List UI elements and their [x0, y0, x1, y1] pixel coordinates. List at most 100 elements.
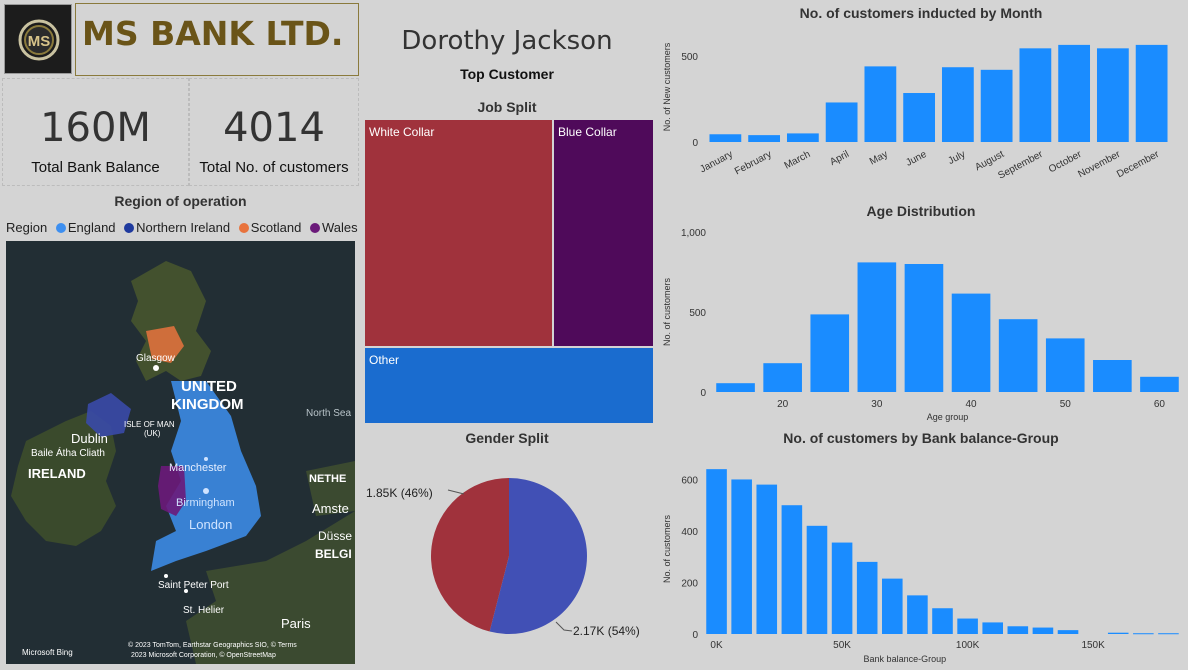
balance-xtick-1: 50K — [833, 640, 851, 651]
map-label-saint-peter: Saint Peter Port — [158, 580, 229, 591]
map-label-manchester: Manchester — [169, 462, 227, 474]
customers-value: 4014 — [223, 105, 325, 151]
balance-bar-70K — [881, 578, 903, 634]
monthly-ylabel: No. of New customers — [662, 42, 672, 131]
map-land-ireland — [11, 411, 116, 546]
age-bar-20 — [763, 363, 802, 392]
legend-northern-ireland[interactable]: Northern Ireland — [136, 220, 231, 235]
saint-peter-dot — [164, 574, 168, 578]
balance-bar-110K — [982, 622, 1004, 634]
top-customer-card[interactable]: Dorothy Jackson Top Customer — [360, 4, 654, 94]
balance-bar-120K — [1007, 626, 1029, 634]
region-map[interactable]: UNITED KINGDOM IRELAND Dublin Baile Átha… — [6, 241, 355, 664]
tile-blue-collar[interactable]: Blue Collar — [554, 120, 653, 346]
map-label-united: UNITED — [181, 378, 237, 395]
legend-dot-scotland — [238, 223, 249, 233]
tile-white-collar[interactable]: White Collar — [365, 120, 552, 346]
legend-england[interactable]: England — [67, 220, 116, 235]
monthly-xtick-april: April — [828, 149, 851, 168]
balance-chart[interactable]: 0 200 400 600 No. of customers 0K 50K 100K 150K B… — [656, 448, 1186, 668]
age-xtick-40: 40 — [965, 399, 977, 410]
kpi-total-balance[interactable]: 160M Total Bank Balance — [2, 78, 189, 186]
monthly-bar-january — [709, 134, 742, 142]
balance-bar-20K — [756, 484, 778, 634]
monthly-bar-november — [1096, 48, 1129, 142]
title-box: MS BANK LTD. — [75, 3, 359, 76]
map-label-london: London — [189, 517, 232, 532]
map-label-ireland: IRELAND — [28, 466, 86, 481]
job-split-panel: Job Split — [360, 96, 654, 424]
gender-panel: Gender Split — [360, 426, 654, 668]
tile-other-label: Other — [369, 353, 400, 367]
balance-bar-160K — [1107, 632, 1129, 634]
legend-scotland[interactable]: Scotland — [250, 220, 302, 235]
legend-dot-wales — [309, 223, 320, 233]
map-label-north-sea: North Sea — [306, 408, 351, 419]
age-bar-45 — [998, 319, 1038, 392]
tile-white-collar-label: White Collar — [369, 125, 435, 139]
age-xtick-60: 60 — [1154, 399, 1166, 410]
map-label-glasgow: Glasgow — [136, 353, 176, 364]
top-customer-name: Dorothy Jackson — [401, 26, 613, 56]
map-label-uk-abbr: (UK) — [144, 429, 161, 438]
age-bar-35 — [904, 264, 944, 392]
monthly-xtick-june: June — [904, 149, 929, 169]
balance-bar-40K — [806, 525, 828, 634]
age-bar-60 — [1140, 376, 1179, 392]
age-bar-55 — [1093, 360, 1132, 392]
balance-ytick-2: 400 — [681, 527, 698, 538]
age-bar-50 — [1045, 338, 1085, 392]
manchester-dot — [204, 457, 208, 461]
balance-ytick-1: 200 — [681, 578, 698, 589]
map-label-dublin: Dublin — [71, 431, 108, 446]
gender-title: Gender Split — [465, 430, 549, 446]
balance-bar-170K — [1133, 633, 1154, 635]
age-xtick-20: 20 — [777, 399, 789, 410]
balance-xtick-2: 100K — [956, 640, 980, 651]
map-legend: Region England Northern Ireland Scotland… — [6, 220, 358, 235]
bank-title: MS BANK LTD. — [82, 14, 344, 53]
kpi-total-customers[interactable]: 4014 Total No. of customers — [189, 78, 359, 186]
map-region-northern-ireland — [86, 393, 131, 437]
balance-bar-10K — [731, 479, 752, 634]
pie-slice-male — [489, 478, 587, 634]
monthly-xtick-july: July — [946, 149, 967, 167]
bank-logo: MS — [4, 4, 72, 74]
balance-ytick-0: 0 — [692, 630, 698, 641]
map-copyright-1: © 2023 TomTom, Earthstar Geographics SIO… — [128, 641, 297, 649]
glasgow-dot — [153, 365, 159, 371]
birmingham-dot — [203, 488, 209, 494]
balance-bar-130K — [1032, 627, 1054, 634]
age-ytick-0: 0 — [700, 388, 706, 399]
gender-pie-chart[interactable]: 1.85K (46%) 2.17K (54%) — [360, 450, 654, 665]
monthly-xtick-january: January — [698, 149, 735, 175]
map-bing-logo: Microsoft Bing — [22, 648, 73, 657]
monthly-xtick-december: December — [1115, 149, 1161, 181]
map-label-kingdom: KINGDOM — [171, 396, 244, 413]
balance-bar-30K — [781, 505, 803, 634]
monthly-bar-march — [786, 133, 819, 142]
monthly-title: No. of customers inducted by Month — [799, 5, 1043, 21]
tile-other[interactable]: Other — [365, 348, 653, 423]
map-label-isle-of-man: ISLE OF MAN — [124, 420, 175, 429]
monthly-xtick-september: September — [996, 149, 1045, 182]
balance-ytick-3: 600 — [681, 475, 698, 486]
pie-label-male: 2.17K (54%) — [573, 624, 640, 638]
legend-title: Region — [6, 220, 48, 235]
age-xtick-30: 30 — [871, 399, 883, 410]
age-xlabel: Age group — [927, 412, 969, 422]
age-ytick-2: 1,000 — [681, 228, 706, 239]
monthly-bar-october — [1058, 44, 1091, 142]
balance-title: No. of customers by Bank balance-Group — [783, 430, 1059, 446]
monthly-xtick-may: May — [868, 149, 890, 168]
age-chart[interactable]: 0 500 1,000 No. of customers 20 30 40 50 60 Age g… — [656, 220, 1186, 426]
map-title: Region of operation — [114, 193, 247, 209]
balance-bar-60K — [856, 561, 878, 634]
balance-bar-180K — [1158, 633, 1179, 635]
pie-leader-male — [555, 621, 573, 632]
legend-wales[interactable]: Wales — [321, 220, 358, 235]
map-region-scotland — [146, 326, 184, 363]
balance-bar-90K — [932, 608, 953, 634]
top-customer-label: Top Customer — [460, 66, 554, 82]
